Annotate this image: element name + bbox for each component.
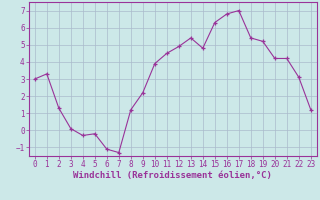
X-axis label: Windchill (Refroidissement éolien,°C): Windchill (Refroidissement éolien,°C) [73,171,272,180]
